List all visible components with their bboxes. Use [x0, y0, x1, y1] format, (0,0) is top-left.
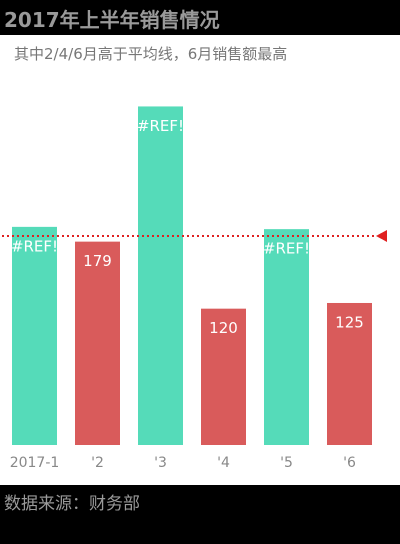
data-label: 179 — [83, 252, 112, 270]
bar — [264, 229, 309, 445]
data-label: #REF! — [263, 240, 310, 258]
x-tick-label: '3 — [154, 455, 167, 471]
data-label: #REF! — [11, 237, 58, 255]
average-marker — [376, 229, 387, 242]
x-tick-label: '2 — [91, 455, 104, 471]
bar — [201, 308, 246, 445]
data-label: #REF! — [137, 117, 184, 135]
source-note: 数据来源：财务部 — [4, 494, 140, 514]
chart-title: 2017年上半年销售情况 — [4, 8, 220, 32]
bar — [138, 106, 183, 445]
data-label: 125 — [335, 313, 364, 331]
bar — [12, 226, 57, 445]
x-tick-label: '6 — [343, 455, 356, 471]
x-tick-label: 2017-1 — [10, 455, 60, 471]
chart-subtitle: 其中2/4/6月高于平均线，6月销售额最高 — [14, 45, 288, 63]
x-tick-label: '4 — [217, 455, 230, 471]
bar — [75, 241, 120, 445]
x-tick-label: '5 — [280, 455, 293, 471]
bar — [327, 302, 372, 445]
data-label: 120 — [209, 319, 238, 337]
